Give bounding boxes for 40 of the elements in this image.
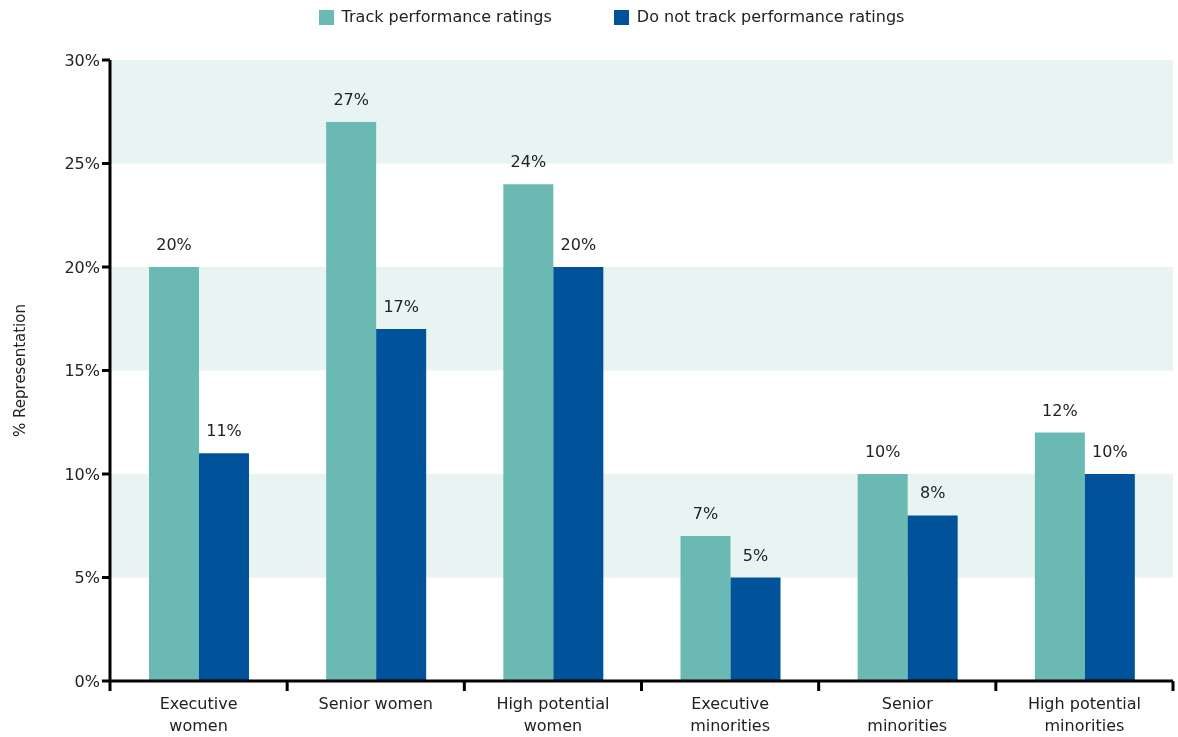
x-tick-label: High potential minorities (1027, 694, 1141, 735)
data-label: 11% (206, 421, 242, 441)
y-tick-label: 5% (74, 568, 100, 588)
data-label: 20% (560, 235, 597, 254)
bar (1084, 474, 1135, 681)
y-tick-label: 10% (64, 464, 100, 484)
x-tick-label: Executive minorities (690, 694, 771, 735)
bar (376, 329, 427, 681)
y-tick-label: 25% (64, 154, 100, 174)
data-label: 8% (919, 483, 946, 503)
x-tick-label: Executive women (159, 694, 238, 735)
data-label: 17% (383, 297, 419, 317)
data-label: 10% (864, 442, 901, 461)
bar (553, 267, 604, 681)
legend-label: Track performance ratings (341, 6, 552, 28)
bar (680, 536, 731, 681)
bar (1034, 432, 1085, 681)
bar (730, 577, 781, 681)
data-label: 5% (742, 545, 769, 565)
bar (907, 515, 958, 681)
data-label: 7% (692, 504, 719, 524)
data-label: 20% (156, 235, 192, 254)
bar (149, 267, 199, 681)
bar (326, 122, 377, 681)
legend-label: Do not track performance ratings (636, 6, 905, 28)
y-tick-label: 0% (74, 671, 100, 691)
data-label: 24% (510, 152, 547, 172)
x-tick-label: High potential women (496, 694, 610, 735)
bar (199, 453, 249, 681)
data-label: 12% (1042, 400, 1078, 420)
y-tick-label: 20% (64, 257, 100, 277)
y-tick-label: 15% (64, 361, 100, 381)
x-tick-label: Senior minorities (867, 694, 948, 735)
y-axis-title: % Representation (11, 304, 29, 437)
data-label: 27% (333, 90, 369, 110)
y-tick-label: 30% (64, 50, 100, 70)
x-tick-label: Senior women (318, 694, 433, 713)
data-label: 10% (1092, 442, 1128, 461)
bar (503, 184, 554, 681)
bar (857, 474, 908, 681)
